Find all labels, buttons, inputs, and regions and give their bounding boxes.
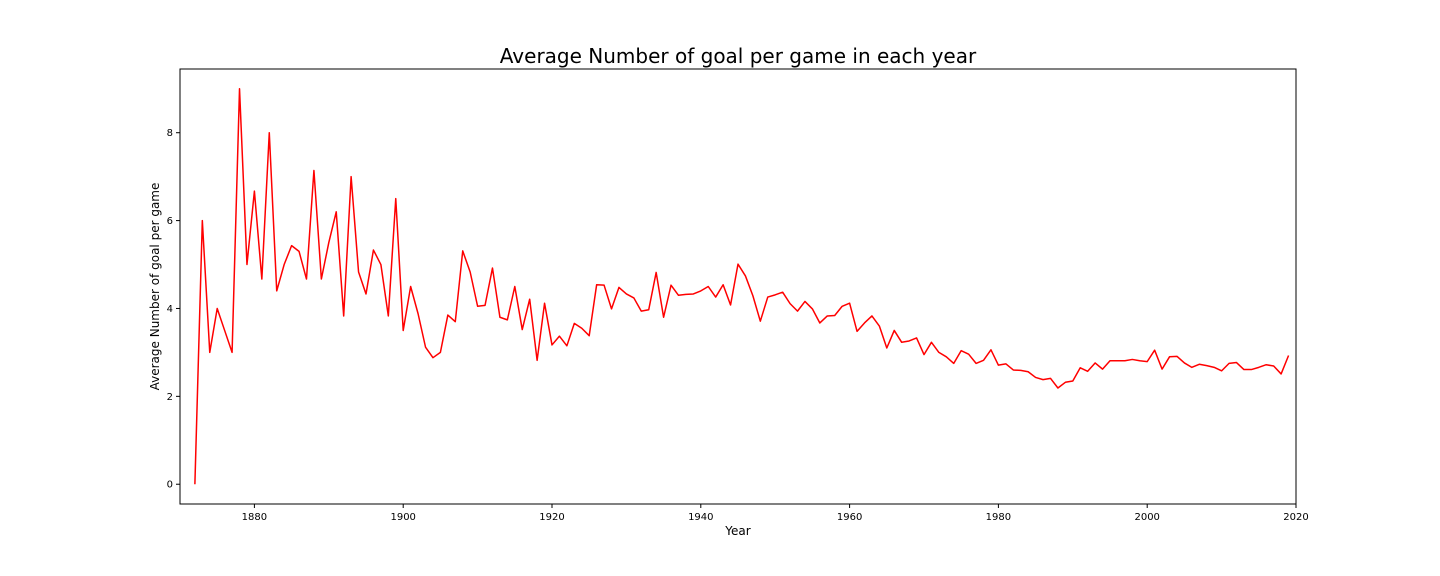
plot-frame <box>179 68 1297 505</box>
x-tick-label: 1880 <box>242 512 267 523</box>
series-line <box>194 88 1290 485</box>
y-tick-label: 8 <box>167 128 173 139</box>
y-tick-label: 6 <box>167 216 173 227</box>
x-tick-label: 1980 <box>986 512 1011 523</box>
x-axis-ticks: 1880 1900 1920 1940 1960 1980 2000 2020 <box>242 504 1309 523</box>
x-tick-label: 2000 <box>1134 512 1159 523</box>
y-tick-label: 4 <box>167 304 173 315</box>
chart-title: Average Number of goal per game in each … <box>500 44 977 68</box>
x-tick-label: 1960 <box>837 512 862 523</box>
y-tick-label: 2 <box>167 392 173 403</box>
x-tick-label: 1900 <box>390 512 415 523</box>
plot-area <box>180 69 1296 504</box>
y-tick-label: 0 <box>167 480 173 491</box>
x-tick-label: 1940 <box>688 512 713 523</box>
y-axis-label: Average Number of goal per game <box>148 183 162 391</box>
y-axis-ticks: 0 2 4 6 8 <box>167 128 180 491</box>
x-tick-label: 2020 <box>1283 512 1308 523</box>
x-axis-label: Year <box>724 524 750 538</box>
x-tick-label: 1920 <box>539 512 564 523</box>
